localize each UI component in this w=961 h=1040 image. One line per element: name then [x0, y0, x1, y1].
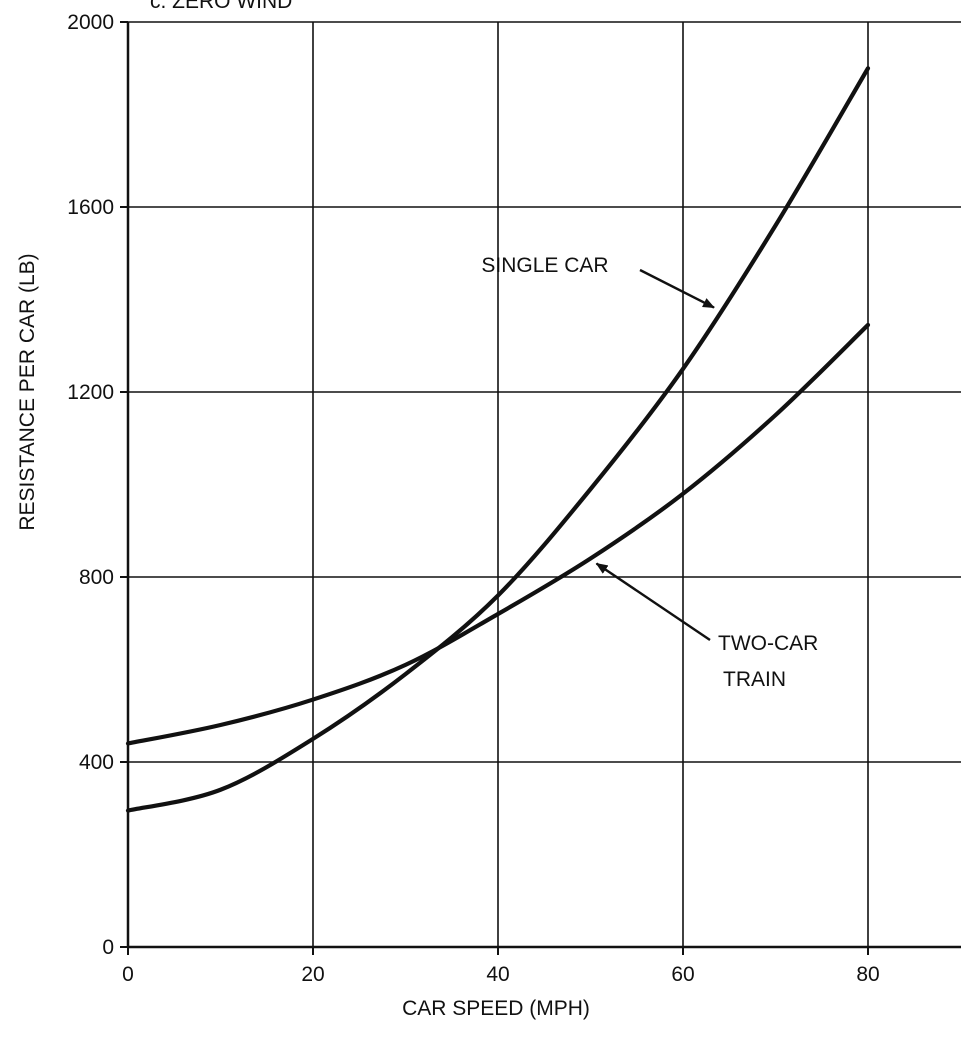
x-tick-label: 80: [856, 963, 879, 986]
y-tick-label: 400: [79, 751, 114, 774]
x-tick-label: 20: [301, 963, 324, 986]
grid-lines: [128, 21, 961, 947]
annotation-two-car-line1: TWO-CAR: [718, 632, 818, 655]
x-tick-label: 60: [671, 963, 694, 986]
x-axis-label: CAR SPEED (MPH): [402, 997, 590, 1020]
series-line-two-car-train: [125, 322, 871, 746]
tick-labels: 0 400 800 1200 1600 2000 0 20 40 60 80: [67, 11, 879, 986]
y-tick-label: 0: [102, 936, 114, 959]
x-tick-label: 40: [486, 963, 509, 986]
y-tick-label: 1200: [67, 381, 114, 404]
y-tick-label: 1600: [67, 196, 114, 219]
x-tick-label: 0: [122, 963, 134, 986]
axes: [120, 21, 961, 955]
annotation-single-car: SINGLE CAR: [481, 254, 608, 277]
annotation-arrow-single-car: [639, 268, 715, 309]
annotation-two-car-line2: TRAIN: [723, 668, 786, 691]
series-line-single-car: [125, 66, 871, 813]
y-tick-label: 2000: [67, 11, 114, 34]
annotation-arrow-two-car: [595, 562, 711, 641]
y-tick-label: 800: [79, 566, 114, 589]
y-axis-label: RESISTANCE PER CAR (LB): [16, 253, 39, 530]
annotations: SINGLE CAR TWO-CAR TRAIN: [481, 254, 818, 691]
chart-title: c. ZERO WIND: [150, 0, 292, 13]
series-lines: [125, 66, 871, 813]
